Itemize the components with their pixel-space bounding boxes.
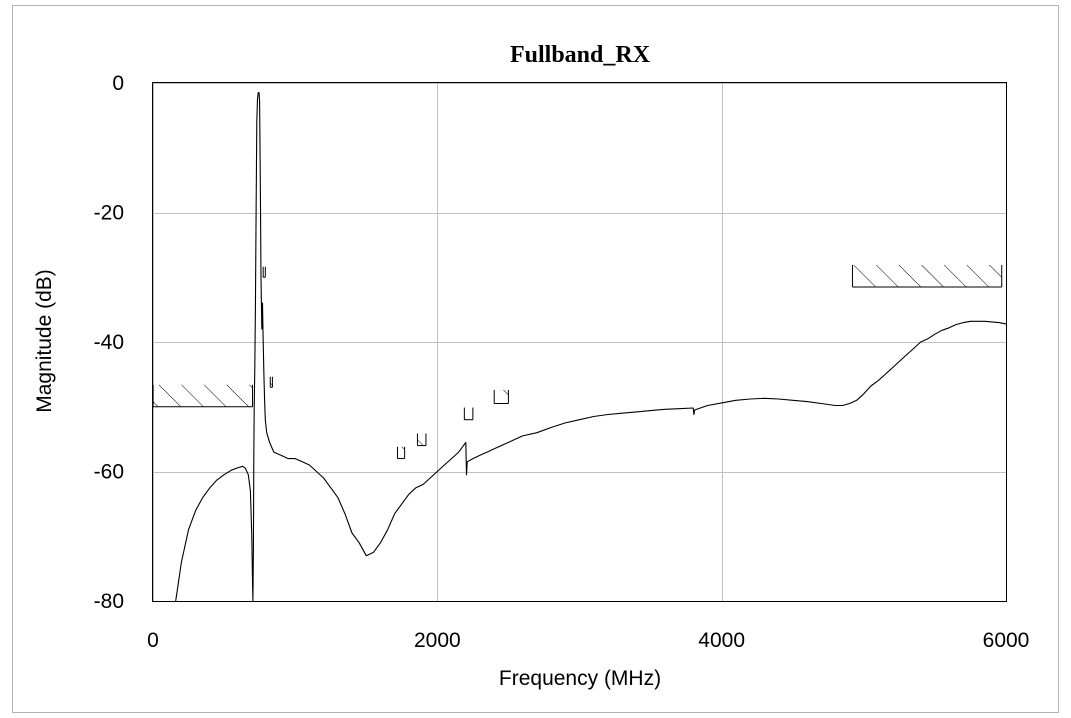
x-axis-label: Frequency (MHz) [499, 667, 661, 690]
limit-mask [269, 376, 273, 388]
limit-mask [262, 266, 266, 278]
y-tick-label: -60 [94, 461, 124, 484]
limit-mask [152, 384, 254, 408]
y-tick-label: -20 [94, 202, 124, 225]
x-tick-label: 4000 [698, 629, 745, 652]
y-tick-label: 0 [112, 72, 124, 95]
magnitude-trace [175, 92, 1007, 602]
x-tick-label: 6000 [983, 629, 1030, 652]
limit-mask [416, 433, 427, 447]
x-tick-label: 0 [147, 629, 159, 652]
y-tick-label: -40 [94, 331, 124, 354]
y-tick-label: -80 [94, 590, 124, 613]
limit-mask-layer [152, 264, 1003, 460]
x-tick-labels: 0 2000 4000 6000 [147, 629, 1029, 652]
y-tick-labels: 0 -20 -40 -60 -80 [94, 72, 124, 613]
plot-area-border [152, 82, 1007, 602]
y-axis-label: Magnitude (dB) [33, 269, 56, 413]
limit-mask [493, 389, 509, 405]
chart-frame [12, 5, 1059, 713]
x-tick-label: 2000 [414, 629, 461, 652]
trace-layer [175, 92, 1007, 602]
chart-title: Fullband_RX [510, 42, 651, 68]
grid-layer [153, 83, 1007, 602]
limit-mask [397, 446, 406, 460]
limit-mask [463, 407, 474, 421]
limit-mask [851, 264, 1003, 288]
